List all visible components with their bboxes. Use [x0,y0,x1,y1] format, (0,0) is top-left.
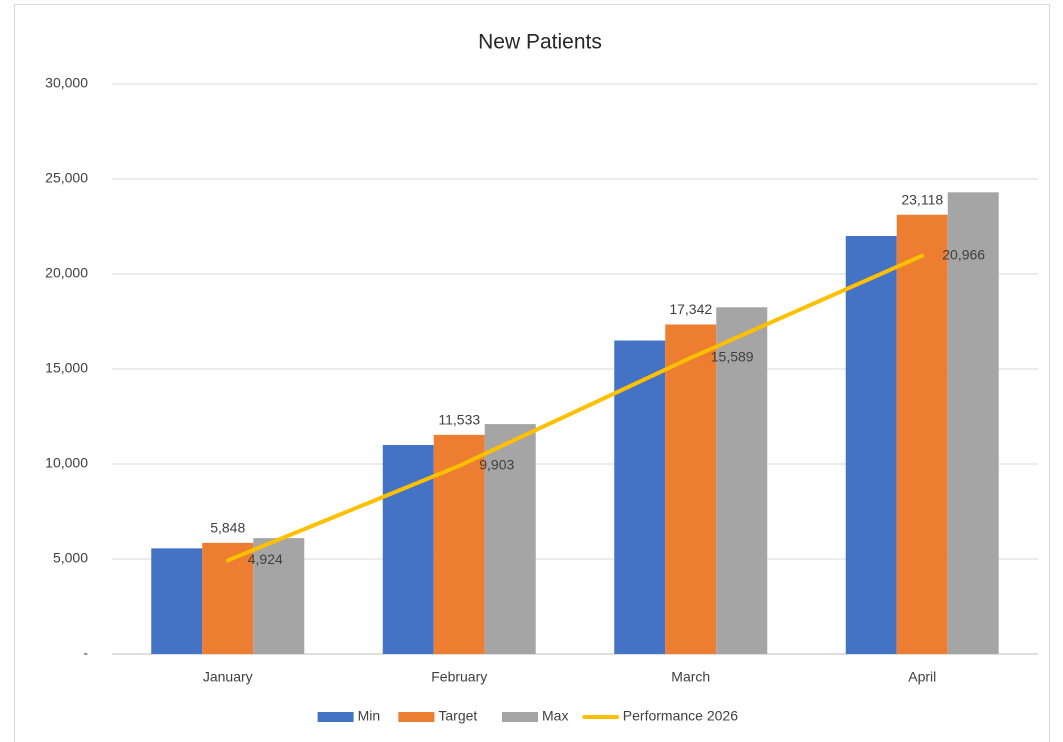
y-tick-label: 25,000 [45,170,88,186]
y-tick-label: - [83,645,88,661]
data-label: 15,589 [711,349,754,365]
y-tick-label: 15,000 [45,360,88,376]
legend-label: Target [438,708,477,724]
bar [665,324,717,654]
legend-label: Max [542,708,568,724]
data-label: 11,533 [438,412,480,428]
data-label: 4,924 [248,551,283,567]
legend-swatch [398,712,435,722]
bar [253,538,305,654]
bar [614,340,666,654]
bar [716,307,768,654]
y-tick-label: 20,000 [45,265,88,281]
y-tick-label: 30,000 [45,75,88,91]
data-label: 20,966 [942,246,985,262]
data-label: 23,118 [901,191,943,207]
line [225,253,925,563]
bar [151,548,203,654]
bar [382,445,434,654]
bar [896,214,948,654]
y-tick-label: 10,000 [45,455,88,471]
legend-label: Min [358,708,381,724]
bar [845,236,897,654]
legend-label: Performance 2026 [623,708,738,724]
data-label: 9,903 [479,457,514,473]
chart-title: New Patients [478,31,602,54]
x-tick-label: April [908,669,936,685]
bar [947,192,999,655]
data-label: 5,848 [210,520,245,536]
x-tick-label: February [431,669,487,685]
y-tick-label: 5,000 [53,550,88,566]
bar [484,424,536,654]
x-tick-label: March [671,669,710,685]
legend-swatch [317,712,354,722]
data-label: 17,342 [669,301,712,317]
x-tick-label: January [203,669,253,685]
legend-swatch [502,712,538,722]
